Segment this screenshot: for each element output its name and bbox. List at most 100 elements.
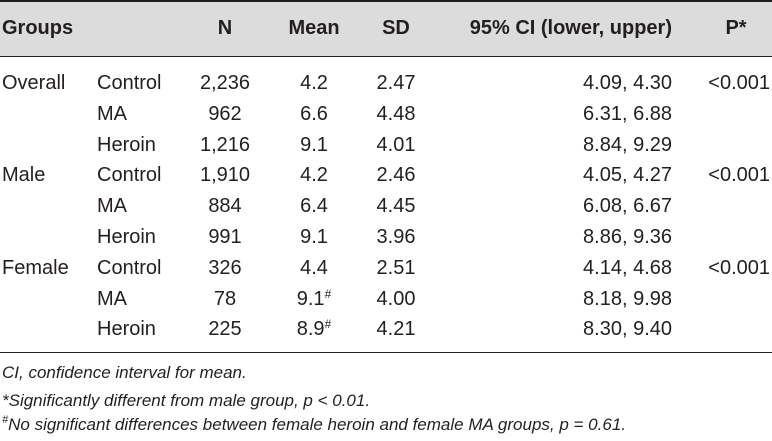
cell-sd-text: 4.45 (376, 195, 416, 217)
cell-subgroup: Control (97, 255, 207, 281)
cell-n-text: 1,216 (199, 134, 251, 156)
cell-subgroup: Control (97, 70, 207, 96)
footnote-significance: *Significantly different from male group… (2, 391, 371, 410)
cell-subgroup: MA (97, 193, 207, 219)
cell-ci-text: 8.18, 9.98 (583, 288, 672, 310)
cell-n: 225 (195, 316, 255, 342)
cell-n-text: 2,236 (199, 72, 251, 94)
cell-n-text: 884 (208, 195, 242, 217)
footnote-hash-text: No significant differences between femal… (8, 415, 626, 434)
cell-mean-text: 4.2 (300, 164, 328, 186)
cell-subgroup-text: Heroin (97, 226, 156, 248)
cell-ci-text: 8.84, 9.29 (583, 134, 672, 156)
cell-sd: 4.48 (366, 101, 426, 127)
cell-p: <0.001 (690, 162, 770, 188)
cell-n: 962 (195, 101, 255, 127)
mean-footnote-mark: # (324, 287, 332, 301)
cell-mean: 9.1# (276, 286, 352, 312)
cell-n: 326 (195, 255, 255, 281)
cell-mean-text: 9.1 (300, 134, 328, 156)
table-bottom-rule (0, 352, 772, 353)
cell-n: 1,216 (195, 132, 255, 158)
cell-sd: 2.51 (366, 255, 426, 281)
cell-ci-text: 4.09, 4.30 (583, 72, 672, 94)
cell-subgroup-text: MA (97, 288, 127, 310)
cell-ci: 6.08, 6.67 (440, 193, 672, 219)
footnote-ci: CI, confidence interval for mean. (2, 363, 247, 382)
cell-ci-text: 4.14, 4.68 (583, 257, 672, 279)
cell-ci-text: 8.86, 9.36 (583, 226, 672, 248)
cell-ci: 6.31, 6.88 (440, 101, 672, 127)
cell-mean: 9.1 (276, 224, 352, 250)
cell-subgroup: MA (97, 286, 207, 312)
cell-group-text: Male (2, 164, 46, 186)
cell-mean-text: 9.1 (296, 288, 325, 310)
cell-subgroup: Heroin (97, 316, 207, 342)
cell-mean: 4.2 (276, 162, 352, 188)
table-top-rule (0, 0, 772, 2)
cell-subgroup-text: MA (97, 195, 127, 217)
cell-n-text: 326 (208, 257, 242, 279)
header-mean: Mean (288, 17, 340, 39)
cell-subgroup: Heroin (97, 224, 207, 250)
cell-subgroup-text: Control (97, 257, 162, 279)
cell-ci-text: 4.05, 4.27 (583, 164, 672, 186)
cell-sd: 2.46 (366, 162, 426, 188)
header-groups: Groups (2, 17, 74, 39)
header-p: P* (725, 17, 747, 39)
cell-ci: 4.09, 4.30 (440, 70, 672, 96)
cell-sd: 3.96 (366, 224, 426, 250)
footnote-hash: #No significant differences between fema… (2, 414, 626, 436)
cell-p: <0.001 (690, 255, 770, 281)
cell-p-text: <0.001 (708, 72, 770, 94)
cell-mean-text: 4.2 (300, 72, 328, 94)
cell-subgroup-text: MA (97, 103, 127, 125)
cell-mean: 4.2 (276, 70, 352, 96)
cell-n: 2,236 (195, 70, 255, 96)
cell-sd: 4.21 (366, 316, 426, 342)
cell-mean: 6.6 (276, 101, 352, 127)
cell-subgroup-text: Control (97, 164, 162, 186)
cell-n: 884 (195, 193, 255, 219)
cell-sd-text: 2.46 (376, 164, 416, 186)
cell-n-text: 962 (208, 103, 242, 125)
cell-ci: 8.30, 9.40 (440, 316, 672, 342)
cell-n: 1,910 (195, 162, 255, 188)
header-n: N (217, 17, 233, 39)
cell-ci-text: 6.31, 6.88 (583, 103, 672, 125)
cell-subgroup-text: Heroin (97, 318, 156, 340)
cell-sd-text: 3.96 (376, 226, 416, 248)
cell-sd-text: 2.47 (376, 72, 416, 94)
table-header-band (0, 0, 772, 56)
cell-p: <0.001 (690, 70, 770, 96)
cell-p-text: <0.001 (708, 257, 770, 279)
cell-sd: 4.45 (366, 193, 426, 219)
cell-ci: 8.84, 9.29 (440, 132, 672, 158)
cell-mean: 4.4 (276, 255, 352, 281)
cell-group: Overall (2, 70, 92, 96)
cell-sd-text: 4.00 (376, 288, 416, 310)
cell-group-text: Female (2, 257, 69, 279)
cell-sd: 4.01 (366, 132, 426, 158)
cell-group: Male (2, 162, 92, 188)
cell-sd-text: 4.01 (376, 134, 416, 156)
cell-subgroup-text: Control (97, 72, 162, 94)
cell-n-text: 225 (208, 318, 242, 340)
cell-ci-text: 6.08, 6.67 (583, 195, 672, 217)
cell-subgroup: MA (97, 101, 207, 127)
cell-mean-text: 9.1 (300, 226, 328, 248)
cell-ci-text: 8.30, 9.40 (583, 318, 672, 340)
cell-sd: 2.47 (366, 70, 426, 96)
header-ci: 95% CI (lower, upper) (469, 17, 672, 39)
cell-n-text: 78 (213, 288, 237, 310)
cell-mean-text: 6.4 (300, 195, 328, 217)
cell-subgroup: Heroin (97, 132, 207, 158)
cell-mean-text: 6.6 (300, 103, 328, 125)
cell-ci: 4.14, 4.68 (440, 255, 672, 281)
footnote-hash-mark: # (2, 414, 9, 426)
cell-sd-text: 2.51 (376, 257, 416, 279)
cell-sd-text: 4.21 (376, 318, 416, 340)
mean-footnote-mark: # (324, 317, 332, 331)
cell-ci: 8.18, 9.98 (440, 286, 672, 312)
cell-n-text: 991 (208, 226, 242, 248)
